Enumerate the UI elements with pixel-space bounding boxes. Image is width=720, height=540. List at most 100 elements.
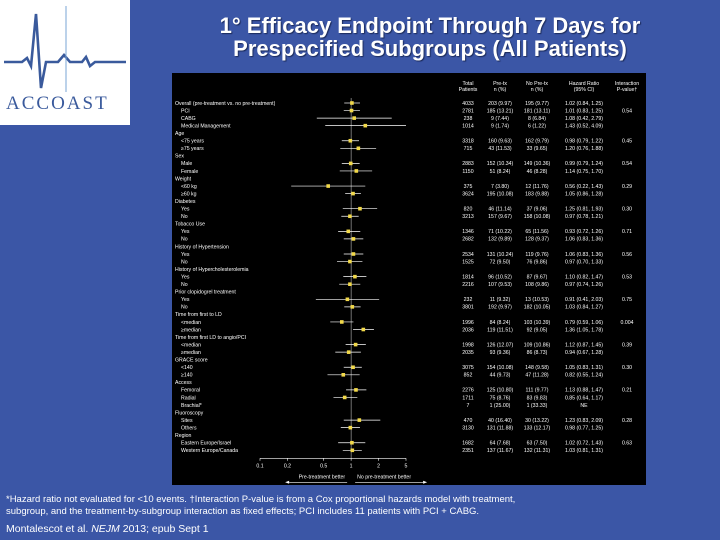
row-label: Yes [181, 229, 190, 235]
row-pretx-value: 71 (10.22) [488, 229, 512, 235]
row-label: Diabetes [175, 199, 196, 205]
row-label: Sites [181, 418, 193, 424]
row-pretx-value: 132 (9.89) [488, 237, 512, 243]
row-pretx-value: 107 (9.53) [488, 282, 512, 288]
row-label: CABG [181, 116, 196, 122]
x-tick-label: 0.2 [284, 463, 291, 469]
point-estimate-marker [326, 184, 330, 188]
row-nopretx-value: 6 (1.22) [528, 123, 546, 129]
row-hr-value: 0.93 (0.72, 1.26) [565, 229, 603, 235]
row-total-value: 375 [464, 184, 473, 190]
point-estimate-marker [351, 365, 355, 370]
row-label: Prior clopidogrel treatment [175, 290, 236, 296]
row-label: Eastern Europe/Israel [181, 441, 231, 447]
row-total-value: 2682 [462, 237, 474, 243]
logo-text: ACCOAST [6, 93, 109, 114]
row-total-value: 2276 [462, 388, 474, 394]
row-p-value: 0.30 [622, 207, 632, 213]
point-estimate-marker [342, 395, 347, 400]
row-pretx-value: 46 (11.14) [488, 207, 512, 213]
column-header-nopretx: No Pre-tx n (%) [526, 81, 548, 93]
row-nopretx-value: 148 (9.58) [525, 365, 549, 371]
row-hr-value: 1.20 (0.76, 1.88) [565, 146, 603, 152]
row-nopretx-value: 92 (9.05) [527, 327, 548, 333]
row-p-value: 0.30 [622, 365, 632, 371]
x-tick-label: 1 [350, 463, 353, 469]
row-nopretx-value: 182 (10.05) [524, 305, 551, 311]
row-hr-value: 0.99 (0.79, 1.24) [565, 161, 603, 167]
row-label: Medical Management [181, 123, 231, 129]
title-line-1: 1° Efficacy Endpoint Through 7 Days for [219, 13, 641, 38]
row-hr-value: 1.36 (1.05, 1.78) [565, 327, 603, 333]
row-total-value: 2883 [462, 161, 474, 167]
point-estimate-marker [357, 418, 362, 422]
point-estimate-marker [340, 320, 344, 324]
point-estimate-marker [348, 138, 353, 143]
row-label: Overall (pre-treatment vs. no pre-treatm… [175, 101, 276, 107]
row-label: Others [181, 425, 197, 431]
point-estimate-marker [348, 259, 352, 264]
row-total-value: 715 [464, 146, 473, 152]
row-hr-value: 0.97 (0.70, 1.33) [565, 259, 603, 265]
row-label: Male [181, 161, 192, 167]
column-header-pretx-part: Pre-tx [493, 81, 507, 87]
row-nopretx-value: 181 (13.11) [524, 108, 550, 114]
row-pretx-value: 154 (10.08) [487, 365, 514, 371]
row-total-value: 2534 [462, 252, 474, 258]
row-total-value: 3318 [462, 139, 474, 145]
row-hr-value: 1.08 (0.42, 2.79) [565, 116, 603, 122]
column-header-hr-part: Hazard Ratio [569, 81, 599, 87]
citation-journal: NEJM [91, 523, 120, 535]
row-nopretx-value: 86 (8.73) [527, 350, 548, 356]
row-nopretx-value: 132 (11.31) [524, 448, 550, 454]
title-line-2: Prespecified Subgroups (All Patients) [233, 36, 627, 61]
row-nopretx-value: 65 (11.56) [525, 229, 549, 235]
row-pretx-value: 152 (10.34) [487, 161, 514, 167]
citation-prefix: Montalescot et al. [6, 523, 92, 535]
row-nopretx-value: 133 (12.17) [524, 425, 551, 431]
row-hr-value: 1.43 (0.52, 4.09) [565, 123, 603, 129]
row-pretx-value: 75 (8.76) [490, 395, 511, 401]
column-header-hr: Hazard Ratio (95% CI) [569, 81, 599, 93]
row-total-value: 2036 [462, 327, 474, 333]
accoast-logo: ACCOAST [0, 0, 130, 125]
row-hr-value: 0.98 (0.79, 1.22) [565, 139, 603, 145]
row-total-value: 2781 [462, 108, 474, 114]
row-hr-value: 0.98 (0.77, 1.25) [565, 425, 603, 431]
row-p-value: 0.39 [622, 342, 632, 348]
row-pretx-value: 64 (7.68) [490, 441, 511, 447]
row-label: No [181, 305, 188, 311]
point-estimate-marker [354, 169, 359, 173]
row-label: Yes [181, 297, 190, 303]
point-estimate-marker [351, 252, 356, 256]
row-total-value: 1682 [462, 441, 474, 447]
column-header-pretx-part: n (%) [494, 87, 507, 93]
row-hr-value: 1.23 (0.83, 2.09) [565, 418, 603, 424]
row-hr-value: 1.02 (0.72, 1.43) [565, 441, 603, 447]
row-total-value: 7 [467, 403, 470, 409]
row-hr-value: 1.10 (0.82, 1.47) [565, 274, 603, 280]
row-label: <75 years [181, 139, 204, 145]
row-p-value: 0.28 [622, 418, 632, 424]
row-hr-value: 0.85 (0.64, 1.17) [565, 395, 603, 401]
row-p-value: 0.56 [622, 252, 632, 258]
row-nopretx-value: 128 (9.37) [525, 237, 549, 243]
column-header-nopretx-part: n (%) [531, 87, 544, 93]
row-pretx-value: 96 (10.52) [488, 274, 512, 280]
row-p-value: 0.29 [622, 184, 632, 190]
row-hr-value: 0.56 (0.22, 1.43) [565, 184, 603, 190]
footnote-line-1: *Hazard ratio not evaluated for <10 even… [6, 494, 516, 505]
row-total-value: 1996 [462, 320, 474, 326]
row-total-value: 1814 [462, 274, 474, 280]
column-header-pretx: Pre-tx n (%) [493, 81, 507, 93]
citation: Montalescot et al. NEJM 2013; epub Sept … [6, 523, 209, 535]
row-label: ≥60 kg [181, 191, 197, 197]
point-estimate-marker [345, 297, 350, 302]
point-estimate-marker [348, 282, 352, 286]
row-total-value: 1346 [462, 229, 474, 235]
row-nopretx-value: 183 (9.88) [525, 191, 549, 197]
row-label: Yes [181, 274, 190, 280]
row-hr-value: 0.91 (0.41, 2.03) [565, 297, 603, 303]
row-total-value: 1014 [462, 123, 474, 129]
row-total-value: 2351 [462, 448, 474, 454]
